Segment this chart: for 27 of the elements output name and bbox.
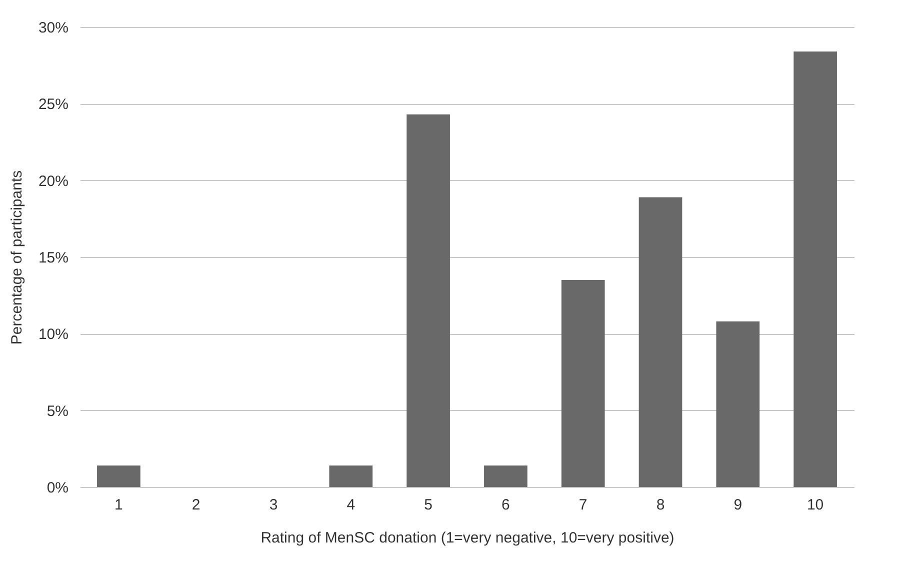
bar [97,466,140,487]
x-tick-label: 2 [192,496,200,514]
bar [561,280,605,487]
x-tick-label: 3 [269,496,278,514]
x-tick-label: 9 [734,496,742,514]
x-tick-label: 7 [578,496,588,514]
x-tick-label: 8 [656,496,665,514]
y-tick-label: 10% [38,326,68,344]
x-axis-title: Rating of MenSC donation (1=very negative, 10=very positive) [260,530,674,546]
y-tick-label: 30% [38,20,68,36]
bar [406,114,450,487]
x-tick-label: 6 [502,496,510,514]
bar [638,197,682,487]
x-tick-label: 5 [424,496,432,514]
y-tick-label: 25% [38,96,68,114]
bar [484,466,528,487]
x-tick-label: 1 [114,496,123,514]
y-tick-label: 20% [38,172,68,190]
y-tick-label: 15% [38,250,68,266]
bar [716,321,760,487]
bar [329,466,373,487]
x-tick-label: 4 [346,496,356,514]
x-tick-label: 10 [806,496,824,514]
y-axis-title: Percentage of participants [8,170,26,345]
y-tick-label: 0% [46,480,68,496]
y-tick-label: 5% [46,402,68,420]
bar [794,52,837,487]
